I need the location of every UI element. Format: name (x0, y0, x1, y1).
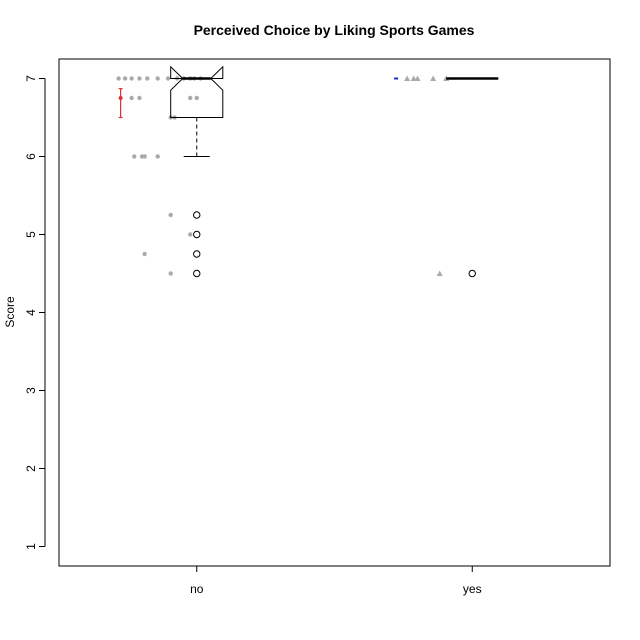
x-axis: no yes (190, 566, 482, 596)
outlier-point (468, 269, 476, 278)
jitter-point (165, 76, 171, 81)
jitter-point (122, 76, 128, 81)
plot-frame (58, 58, 611, 567)
jitter-point (132, 154, 137, 159)
jitter-point (188, 232, 193, 237)
jitter-point (145, 76, 150, 81)
outlier-point (193, 211, 201, 219)
y-tick-label: 2 (24, 465, 38, 472)
jitter-point (194, 95, 199, 101)
outlier-point (193, 250, 201, 258)
jitter-point (410, 75, 417, 81)
jitter-point (137, 76, 142, 81)
y-tick-label: 5 (24, 231, 38, 238)
y-axis-label: Score (3, 296, 17, 328)
x-tick-label: no (190, 582, 204, 596)
y-tick-label: 6 (24, 153, 38, 160)
jitter-point (137, 95, 142, 101)
jitter-point (168, 271, 173, 276)
jitter-point (414, 75, 421, 81)
outlier-point (193, 230, 201, 239)
jitter-point (129, 76, 134, 81)
box (170, 65, 224, 118)
chart-marks (116, 65, 499, 278)
jitter-point (155, 76, 160, 81)
jitter-point (430, 75, 437, 81)
jitter-point (188, 95, 193, 101)
jitter-point (404, 75, 411, 81)
y-tick-label: 4 (24, 309, 38, 316)
jitter-point (155, 154, 160, 159)
jitter-point (129, 95, 134, 101)
jitter-point (142, 251, 147, 257)
y-tick-label: 3 (24, 387, 38, 394)
y-axis: 1 2 3 4 5 6 7 (24, 75, 46, 550)
outlier-point (193, 269, 201, 278)
y-tick-label: 7 (24, 75, 38, 82)
jitter-point (142, 154, 147, 159)
chart-title: Perceived Choice by Liking Sports Games (194, 22, 475, 38)
y-tick-label: 1 (24, 543, 38, 550)
x-tick-label: yes (463, 582, 482, 596)
jitter-point (116, 76, 121, 81)
mean-marker (118, 96, 123, 100)
jitter-point (436, 270, 443, 276)
jitter-point (168, 212, 173, 218)
